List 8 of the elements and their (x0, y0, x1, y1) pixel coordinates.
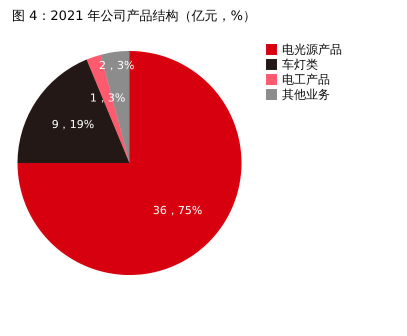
legend-label: 车灯类 (282, 58, 318, 72)
chart-title: 图 4：2021 年公司产品结构（亿元，%） (12, 9, 256, 24)
data-label: 36，75% (152, 204, 202, 218)
legend-label: 其他业务 (282, 88, 330, 102)
legend-label: 电工产品 (282, 72, 330, 86)
data-label: 9，19% (52, 118, 94, 132)
legend-label: 电光源产品 (282, 42, 342, 56)
pie-slice (18, 51, 242, 275)
